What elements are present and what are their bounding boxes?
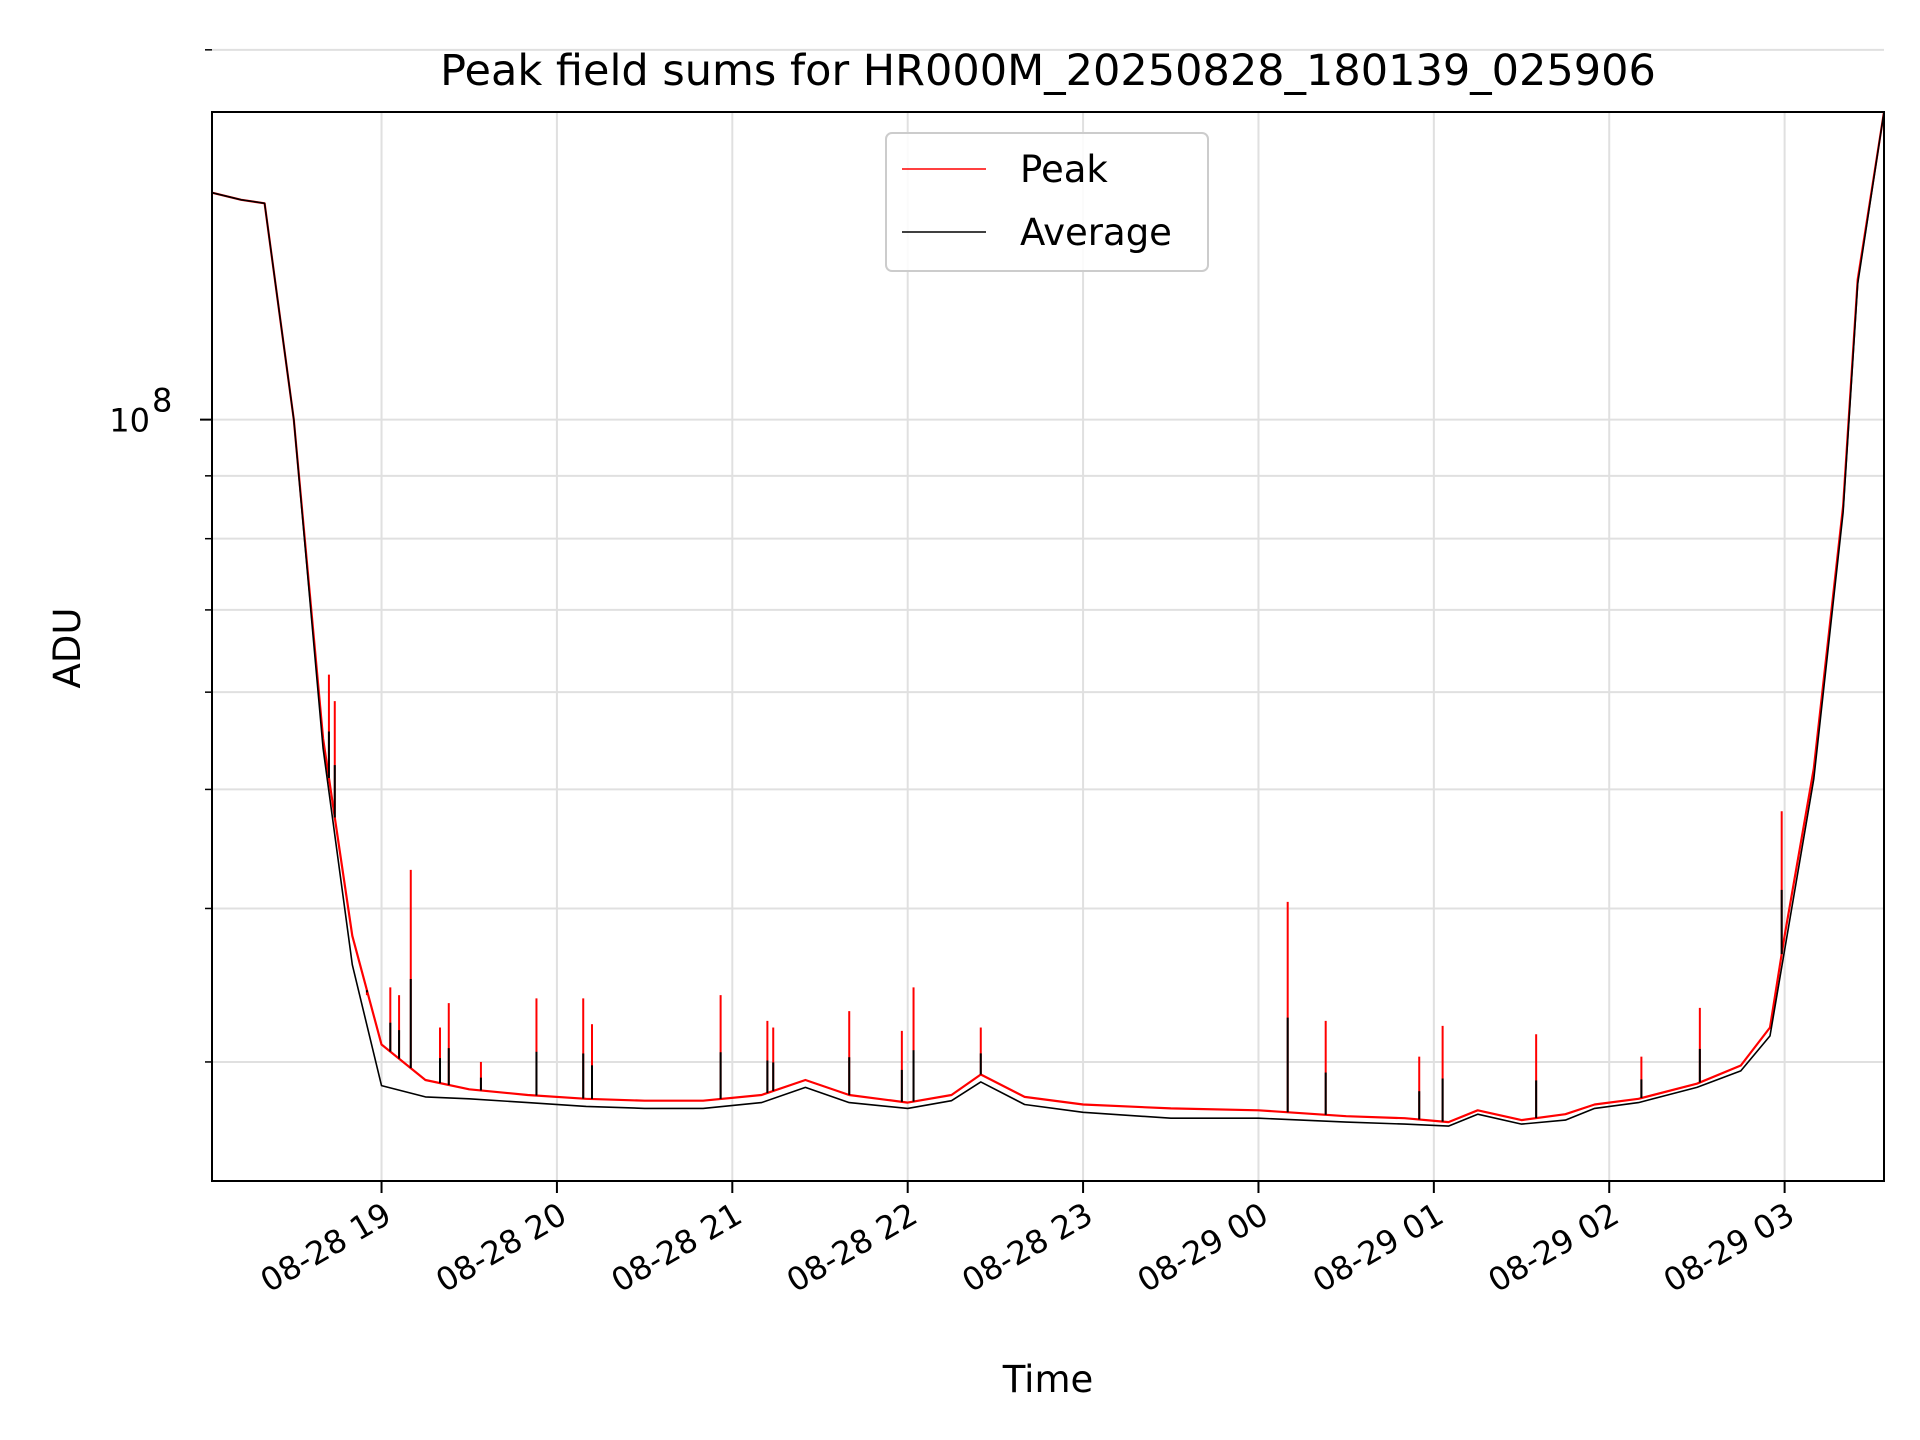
axes-frame — [211, 111, 1885, 1182]
y-axis: 108 — [109, 49, 212, 1063]
series-line-peak — [211, 111, 1886, 1124]
chart-title: Peak field sums for HR000M_20250828_1801… — [440, 46, 1656, 96]
y-axis-label: ADU — [46, 608, 89, 689]
x-axis-label: Time — [1002, 1358, 1094, 1401]
y-tick-label-exponent: 8 — [152, 382, 172, 420]
grid — [212, 48, 1884, 1181]
legend-box — [885, 132, 1209, 272]
legend: Peak Average — [885, 132, 1209, 272]
legend-label-peak: Peak — [1020, 148, 1108, 191]
legend-label-average: Average — [1020, 211, 1172, 254]
plot-area — [211, 111, 1886, 1127]
series-line-average — [211, 111, 1885, 1127]
y-tick-label-base: 10 — [109, 402, 150, 440]
